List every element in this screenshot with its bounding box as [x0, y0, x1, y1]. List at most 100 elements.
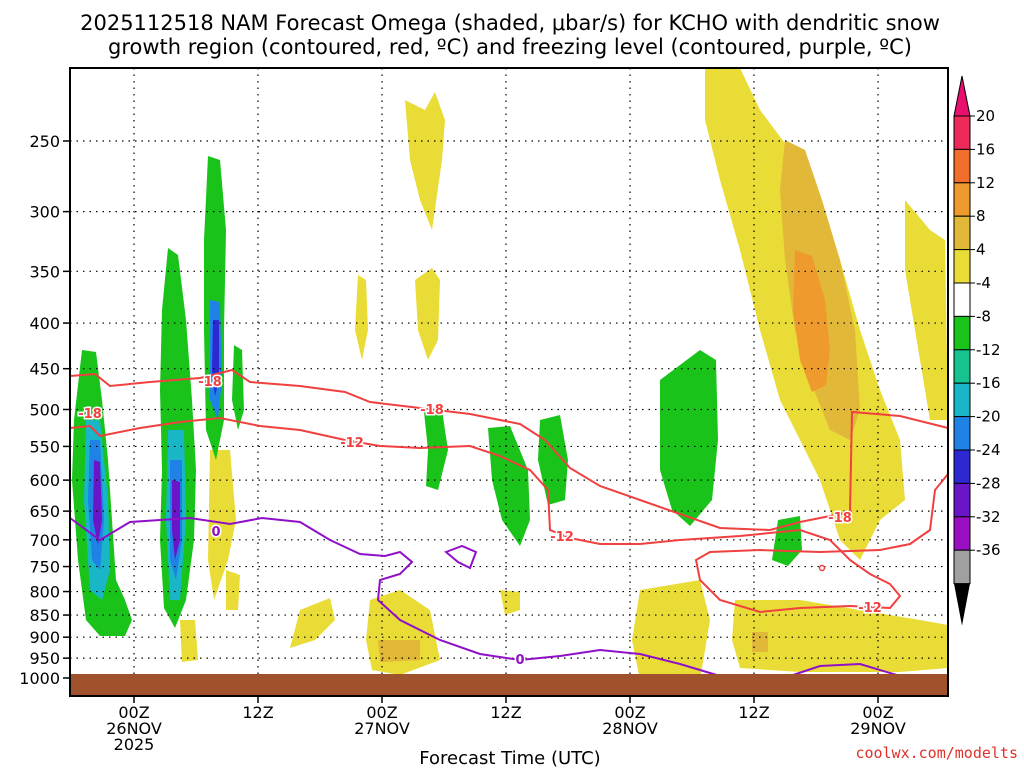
colorbar-swatch-8: [953, 382, 971, 418]
y-tick-label-250: 250: [29, 132, 60, 151]
colorbar-label-10: -24: [976, 441, 1001, 459]
label-minus-12-b: -12: [550, 530, 574, 545]
colorbar-label-1: 16: [976, 140, 995, 158]
chart-title-line-2: growth region (contoured, red, ºC) and f…: [108, 35, 912, 59]
omega-region-28: [93, 460, 102, 545]
omega-region-33: [212, 320, 219, 396]
colorbar-swatch-6: [953, 315, 971, 351]
omega-region-10: [208, 450, 236, 600]
omega-region-12: [226, 570, 240, 610]
contour-dgz-minus-18: [69, 368, 949, 532]
colorbar-swatch-5: [953, 282, 971, 317]
x-tick-label-h24-0: 00Z: [366, 703, 397, 722]
y-tick-label-450: 450: [29, 360, 60, 379]
omega-region-2: [405, 92, 445, 230]
omega-region-20: [232, 345, 244, 430]
colorbar-swatch-13: [953, 549, 971, 585]
colorbar-swatch-9: [953, 416, 971, 451]
contour-freezing-level-0-east: [789, 662, 901, 677]
contour-freezing-level-0: [69, 516, 721, 677]
omega-region-16: [752, 632, 768, 652]
omega-region-21: [660, 350, 718, 526]
x-axis-label: Forecast Time (UTC): [419, 748, 600, 768]
omega-region-24: [424, 410, 448, 490]
colorbar-label-0: 20: [976, 107, 995, 125]
chart-title-line-1: 2025112518 NAM Forecast Omega (shaded, μ…: [80, 11, 940, 35]
colorbar-label-11: -28: [976, 474, 1001, 492]
colorbar-swatch-12: [953, 516, 971, 551]
label-minus-18-d: -18: [828, 511, 852, 526]
colorbar-label-8: -16: [976, 374, 1001, 392]
colorbar-swatch-2: [953, 182, 971, 217]
x-tick-label-h0-0: 00Z: [118, 703, 149, 722]
x-tick-label-h48-0: 00Z: [614, 703, 645, 722]
omega-region-9: [500, 590, 520, 615]
contour-freezing-level-closed: [444, 544, 478, 570]
x-tick-label-h0-1: 26NOV: [106, 719, 162, 738]
x-tick-label-h24-1: 27NOV: [354, 719, 410, 738]
colorbar-label-7: -12: [976, 341, 1001, 359]
colorbar-swatch-3: [953, 215, 971, 251]
omega-shading: [72, 68, 948, 680]
x-tick-label-h36-0: 12Z: [490, 703, 521, 722]
label-minus-12-a: -12: [340, 436, 364, 451]
y-tick-label-650: 650: [29, 502, 60, 521]
y-tick-label-300: 300: [29, 203, 60, 222]
omega-region-3: [415, 268, 440, 360]
y-tick-label-400: 400: [29, 314, 60, 333]
colorbar-swatch-10: [953, 449, 971, 484]
colorbar-label-3: 8: [976, 207, 986, 225]
colorbar-label-6: -8: [976, 307, 991, 325]
y-tick-label-850: 850: [29, 606, 60, 625]
label-zero-a: 0: [211, 525, 220, 540]
contour-dgz-point: [818, 564, 826, 572]
omega-region-1: [905, 200, 948, 420]
x-tick-label-h12-0: 12Z: [242, 703, 273, 722]
colorbar-label-12: -32: [976, 508, 1001, 526]
colorbar-swatch-11: [953, 482, 971, 518]
label-minus-18-a: -18: [78, 407, 102, 422]
colorbar-label-2: 12: [976, 174, 995, 192]
y-tick-label-950: 950: [29, 649, 60, 668]
colorbar-swatch-4: [953, 249, 971, 284]
x-tick-label-h48-1: 28NOV: [602, 719, 658, 738]
colorbar-swatch-1: [953, 148, 971, 184]
y-tick-label-600: 600: [29, 471, 60, 490]
y-tick-label-350: 350: [29, 262, 60, 281]
y-tick-label-500: 500: [29, 401, 60, 420]
omega-region-8: [290, 598, 335, 648]
y-tick-label-800: 800: [29, 583, 60, 602]
x-tick-label-h72-0: 00Z: [862, 703, 893, 722]
omega-region-15: [378, 640, 420, 662]
colorbar-bottom-arrow: [954, 583, 970, 626]
x-tick-label-h0-2: 2025: [114, 735, 155, 754]
source-credit: coolwx.com/modelts: [855, 744, 1018, 762]
y-tick-label-900: 900: [29, 628, 60, 647]
omega-region-6: [732, 600, 948, 672]
contour-dgz-minus-12: [69, 416, 949, 614]
pressure-axis: 250 300 350 400 450 500 550 600 650 700 750 800 850 9…: [19, 132, 70, 688]
y-tick-label-550: 550: [29, 437, 60, 456]
omega-region-11: [180, 620, 198, 662]
temperature-contours: -18 -18 -18 -18 -12 -12 -12 0 0: [69, 368, 949, 677]
colorbar-swatch-7: [953, 349, 971, 384]
x-tick-label-h60-0: 12Z: [738, 703, 769, 722]
colorbar-label-13: -36: [976, 541, 1001, 559]
label-zero-b: 0: [515, 653, 524, 668]
label-minus-12-c: -12: [858, 601, 882, 616]
gridlines: [70, 68, 948, 696]
plot-area: -18 -18 -18 -18 -12 -12 -12 0 0 250 300 350 400 450 5…: [19, 67, 949, 754]
label-minus-18-b: -18: [198, 375, 222, 390]
label-minus-18-c: -18: [420, 403, 444, 418]
colorbar-label-5: -4: [976, 274, 991, 292]
colorbar-label-4: 4: [976, 241, 986, 259]
colorbar-top-arrow: [953, 75, 971, 117]
colorbar: 20 16 12 8 4 -4 -8 -12 -16 -20 -24 -28 -32 -36: [953, 75, 1001, 626]
omega-region-5: [632, 580, 710, 680]
y-tick-label-1000: 1000: [19, 669, 60, 688]
colorbar-label-9: -20: [976, 408, 1001, 426]
ground-band: [70, 674, 948, 696]
omega-region-23: [538, 415, 568, 505]
